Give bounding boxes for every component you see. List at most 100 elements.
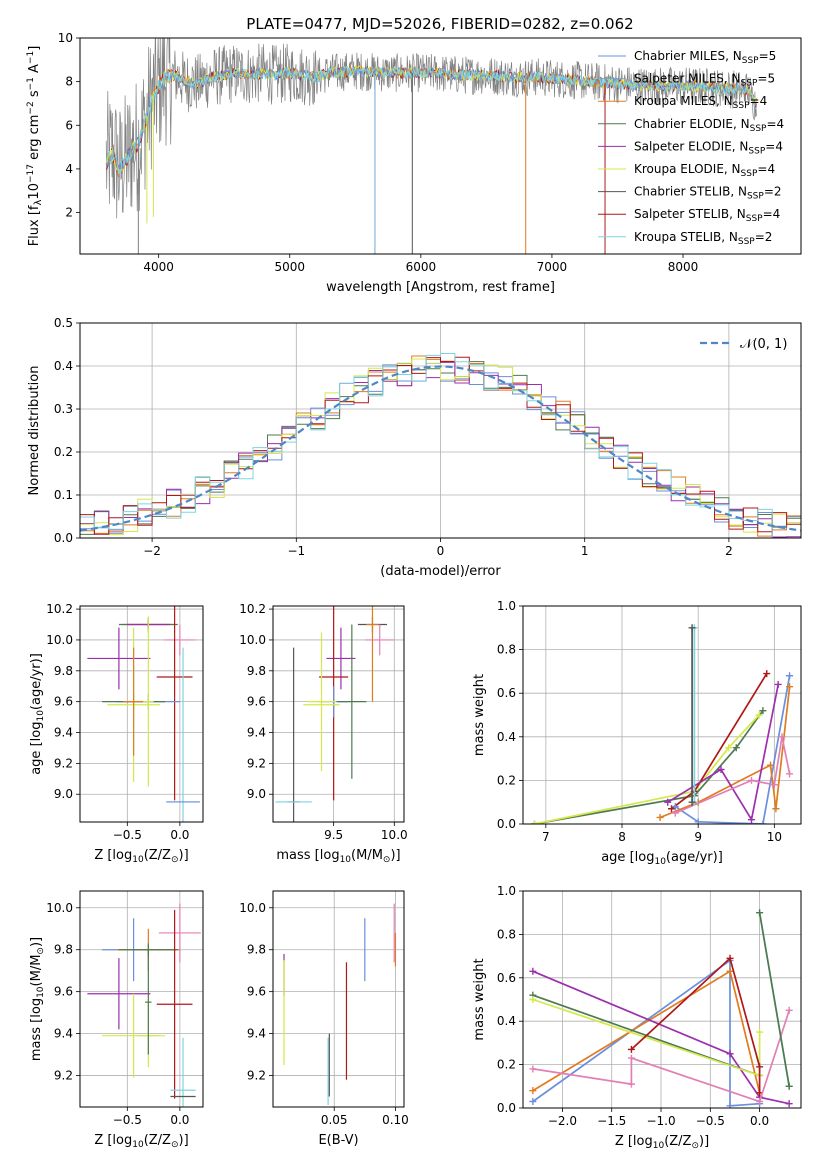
histogram-kroupa-stelib — [80, 353, 801, 538]
plot-frame — [522, 890, 802, 1109]
figure-title: PLATE=0477, MJD=52026, FIBERID=0282, z=0… — [246, 15, 633, 33]
plus-marker — [664, 798, 672, 806]
x-axis-label: (data-model)/error — [380, 564, 501, 579]
x-axis-label: Z [log10(Z/Z⊙)] — [615, 1134, 709, 1151]
errorbar-point — [156, 909, 193, 1099]
legend-tail: =4 — [750, 94, 768, 108]
plus-marker — [694, 818, 702, 824]
x-axis-label: mass [log10(M/M⊙)] — [276, 848, 400, 865]
plot-frame — [79, 322, 802, 539]
age-vs-z-panel: −0.5 0.0 9.0 9.2 9.4 9.6 9.8 10.0 10.2 Z [log10(Z… — [29, 602, 204, 865]
legend-label: Salpeter MILES, N — [634, 72, 741, 86]
y-tick-label: 9.2 — [54, 756, 73, 770]
y-tick-label: 9.8 — [54, 664, 73, 678]
series-line — [530, 707, 767, 824]
x-tick-label: 10 — [767, 830, 782, 844]
errorbar-point — [326, 627, 356, 690]
legend-sub: SSP — [741, 169, 758, 179]
massweight-vs-age-panel: 7 8 9 10 0.0 0.2 0.4 0.6 0.8 1.0 age [log10(age/yr… — [472, 599, 802, 867]
plus-marker — [627, 1054, 635, 1062]
errorbar-point — [87, 958, 151, 1030]
y-axis-label: Normed distribution — [27, 366, 42, 496]
legend-tail: =5 — [757, 72, 775, 86]
plot-frame — [272, 890, 405, 1108]
plus-marker — [668, 805, 676, 813]
plus-marker — [529, 1097, 537, 1105]
plus-marker — [774, 680, 782, 688]
series-path — [630, 956, 761, 1093]
legend-entry: Chabrier MILES, NSSP=5 — [634, 49, 776, 66]
y-tick-label: 0.2 — [497, 1058, 516, 1072]
legend-tail: =2 — [755, 230, 773, 244]
legend-entry: Kroupa ELODIE, NSSP=4 — [634, 162, 775, 179]
plus-marker — [529, 967, 537, 975]
y-tick-label: 0.6 — [497, 971, 516, 985]
y-tick-label: 4 — [65, 162, 73, 176]
y-tick-label: 0.3 — [54, 402, 73, 416]
normal-curve — [80, 365, 801, 532]
x-tick-label: 0.0 — [170, 1113, 189, 1127]
y-tick-label: 1.0 — [497, 599, 516, 613]
y-axis-label: mass weight — [472, 674, 487, 756]
x-tick-label: 0.0 — [750, 1114, 769, 1128]
legend-sub: SSP — [738, 237, 755, 247]
series-path — [532, 970, 790, 1105]
plus-marker — [767, 761, 775, 769]
legend-entry: Chabrier STELIB, NSSP=2 — [634, 185, 782, 202]
x-tick-label: 0 — [437, 544, 445, 558]
plot-area — [87, 903, 201, 1107]
y-axis-label: Flux [fλ10−17 erg cm−2 s−1 A−1] — [26, 46, 44, 247]
legend-sub: SSP — [741, 79, 758, 89]
plot-area — [87, 606, 200, 822]
x-tick-label: −0.5 — [113, 1113, 142, 1127]
plus-marker — [688, 624, 696, 632]
series-path — [758, 912, 791, 1087]
plus-marker — [756, 1097, 764, 1105]
legend-sub: SSP — [746, 214, 763, 224]
legend-entry: Salpeter MILES, NSSP=5 — [634, 72, 775, 89]
y-tick-label: 10.0 — [239, 901, 266, 915]
legend-tail: =5 — [759, 49, 777, 63]
plus-marker — [530, 820, 538, 824]
y-tick-label: 9.8 — [54, 943, 73, 957]
y-tick-label: 0.0 — [497, 1101, 516, 1115]
plus-marker — [529, 1087, 537, 1095]
plot-area — [530, 624, 794, 824]
mass-vs-ebv-panel: 0.05 0.10 9.2 9.4 9.6 9.8 10.0 E(B-V) — [239, 890, 409, 1148]
y-tick-label: 9.4 — [54, 1027, 73, 1041]
plus-marker — [726, 954, 734, 962]
plus-marker — [755, 711, 763, 719]
errorbar-point — [145, 949, 152, 1055]
x-tick-label: −0.5 — [696, 1114, 725, 1128]
errorbar-point — [158, 903, 201, 963]
y-tick-label: 9.2 — [54, 1069, 73, 1083]
x-tick-label: 9.5 — [324, 828, 343, 842]
x-tick-label: 9 — [694, 830, 702, 844]
plus-marker — [529, 1065, 537, 1073]
plot-frame — [79, 890, 204, 1108]
plus-marker — [726, 967, 734, 975]
x-axis-label: Z [log10(Z/Z⊙)] — [94, 848, 188, 865]
series-path — [670, 673, 768, 810]
legend-tail: =4 — [766, 117, 784, 131]
y-tick-label: 10.0 — [239, 633, 266, 647]
errorbar-point — [87, 627, 151, 690]
x-tick-label: 0.0 — [170, 828, 189, 842]
series-path — [674, 675, 791, 824]
legend-entry: 𝒩(0, 1) — [740, 337, 787, 352]
y-axis-label: age [log10(age/yr)] — [29, 653, 46, 775]
series-line — [529, 967, 764, 1097]
model-spectrum-chabrier-miles — [105, 66, 757, 172]
series-line — [529, 996, 764, 1079]
y-tick-label: 9.6 — [54, 695, 73, 709]
legend-label: Kroupa MILES, N — [634, 94, 733, 108]
plot-frame — [522, 605, 802, 825]
errorbar-point — [164, 624, 196, 656]
plus-marker — [786, 683, 794, 691]
x-tick-label: −0.5 — [113, 828, 142, 842]
x-tick-label: 8 — [618, 830, 626, 844]
y-tick-label: 9.6 — [247, 985, 266, 999]
data-spectrum — [105, 38, 757, 219]
plus-marker — [627, 1080, 635, 1088]
errorbar-point — [143, 616, 154, 787]
